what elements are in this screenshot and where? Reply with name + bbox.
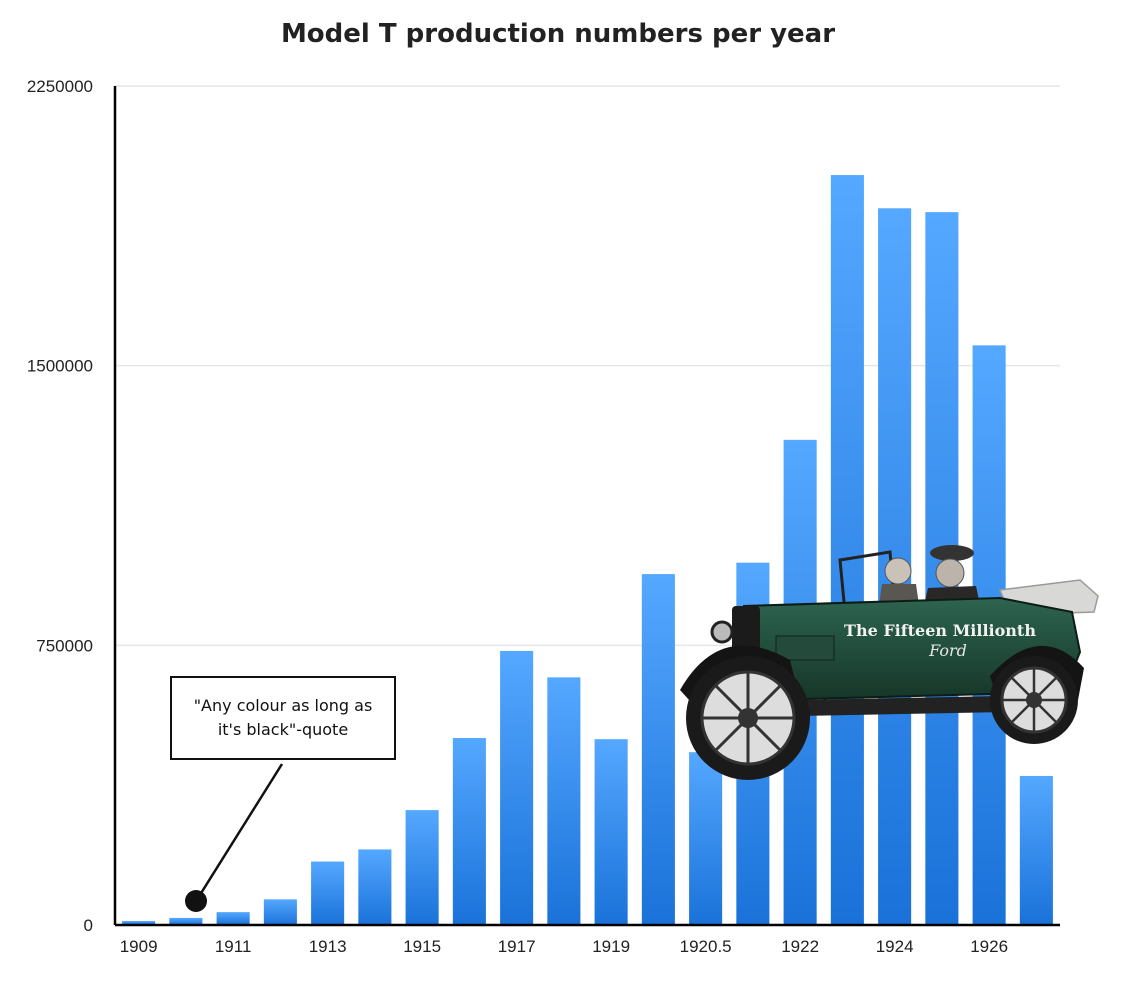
car-caption-line2: Ford [928, 641, 967, 660]
bar-1915 [405, 810, 439, 925]
annotation-pointer-dot [185, 890, 207, 912]
x-tick-label: 1920.5 [680, 937, 732, 956]
bar-1920 [641, 574, 675, 925]
bar-1912 [263, 899, 297, 925]
x-tick-label: 1924 [876, 937, 914, 956]
bar-1923 [830, 175, 864, 925]
bar-1914 [358, 849, 392, 925]
bar-1916 [452, 738, 486, 925]
y-tick-label: 0 [84, 916, 93, 935]
y-tick-label: 750000 [36, 636, 93, 655]
x-tick-label: 1919 [592, 937, 630, 956]
x-tick-labels: 1909 1911 1913 1915 1917 1919 1920.5 1922 1924 19… [120, 937, 1008, 956]
car-caption-line1: The Fifteen Millionth [844, 621, 1036, 640]
annotation-pointer-line [196, 763, 284, 899]
bar-1917 [500, 650, 534, 925]
rear-wheel [990, 656, 1078, 744]
bar-1919 [594, 739, 628, 925]
x-tick-label: 1911 [215, 937, 252, 956]
y-tick-label: 1500000 [27, 357, 93, 376]
x-tick-label: 1922 [781, 937, 819, 956]
x-tick-label: 1926 [970, 937, 1008, 956]
bar-1927 [1019, 775, 1053, 925]
chart-title: Model T production numbers per year [281, 19, 835, 49]
y-tick-label: 2250000 [27, 77, 93, 96]
y-tick-labels: 0 750000 1500000 2250000 [27, 77, 93, 935]
model-t-photo: The Fifteen Millionth Ford [680, 545, 1099, 780]
bar-1913 [311, 861, 345, 925]
x-tick-label: 1917 [498, 937, 536, 956]
x-tick-label: 1909 [120, 937, 158, 956]
bar-1910 [169, 917, 203, 925]
front-wheel [686, 656, 810, 780]
bar-1911 [216, 912, 250, 925]
x-tick-label: 1915 [403, 937, 441, 956]
x-tick-label: 1913 [309, 937, 347, 956]
bars [122, 175, 1053, 925]
grid-lines [115, 85, 1060, 647]
axes [113, 86, 1060, 927]
bar-1909 [122, 921, 156, 925]
bar-1920.5 [689, 752, 723, 925]
annotation-callout: "Any colour as long as it's black"-quote [170, 676, 396, 760]
annotation-text: "Any colour as long as it's black"-quote [193, 696, 373, 739]
bar-1918 [547, 677, 581, 925]
